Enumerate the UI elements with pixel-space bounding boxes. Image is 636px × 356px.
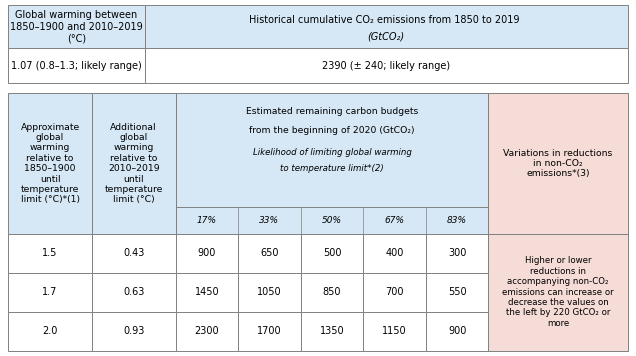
- Bar: [8, 234, 92, 273]
- Text: 550: 550: [448, 287, 466, 297]
- Text: Higher or lower
reductions in
accompanying non-CO₂
emissions can increase or
dec: Higher or lower reductions in accompanyi…: [502, 256, 614, 328]
- Text: Variations in reductions
in non-CO₂
emissions*(3): Variations in reductions in non-CO₂ emis…: [503, 148, 612, 178]
- Text: 850: 850: [322, 287, 341, 297]
- Bar: [8, 273, 92, 312]
- Text: 0.63: 0.63: [123, 287, 144, 297]
- Bar: [92, 234, 176, 273]
- Bar: [488, 234, 628, 351]
- Bar: [363, 234, 425, 273]
- Bar: [176, 273, 238, 312]
- Text: 900: 900: [198, 248, 216, 258]
- Text: 700: 700: [385, 287, 404, 297]
- Text: to temperature limit*(2): to temperature limit*(2): [280, 164, 384, 173]
- Bar: [144, 48, 628, 83]
- Bar: [8, 48, 144, 83]
- Text: from the beginning of 2020 (GtCO₂): from the beginning of 2020 (GtCO₂): [249, 126, 415, 135]
- Text: 1.7: 1.7: [43, 287, 58, 297]
- Bar: [488, 93, 628, 234]
- Bar: [8, 93, 92, 234]
- Bar: [425, 234, 488, 273]
- Text: 650: 650: [260, 248, 279, 258]
- Bar: [238, 273, 301, 312]
- Text: Additional
global
warming
relative to
2010–2019
until
temperature
limit (°C): Additional global warming relative to 20…: [104, 122, 163, 204]
- Bar: [301, 234, 363, 273]
- Text: Historical cumulative CO₂ emissions from 1850 to 2019: Historical cumulative CO₂ emissions from…: [249, 15, 523, 25]
- Text: 83%: 83%: [447, 216, 467, 225]
- Bar: [92, 93, 176, 234]
- Text: 1700: 1700: [257, 326, 282, 336]
- Bar: [301, 273, 363, 312]
- Bar: [238, 312, 301, 351]
- Text: 1350: 1350: [320, 326, 344, 336]
- Text: 400: 400: [385, 248, 404, 258]
- Text: 2390 (± 240; likely range): 2390 (± 240; likely range): [322, 61, 450, 71]
- Text: 1.07 (0.8–1.3; likely range): 1.07 (0.8–1.3; likely range): [11, 61, 142, 71]
- Bar: [92, 312, 176, 351]
- Text: Approximate
global
warming
relative to
1850–1900
until
temperature
limit (°C)*(1: Approximate global warming relative to 1…: [20, 122, 80, 204]
- Bar: [176, 93, 488, 234]
- Bar: [425, 312, 488, 351]
- Text: 1050: 1050: [257, 287, 282, 297]
- Bar: [301, 312, 363, 351]
- Text: (GtCO₂): (GtCO₂): [368, 31, 404, 41]
- Bar: [425, 273, 488, 312]
- Text: Estimated remaining carbon budgets: Estimated remaining carbon budgets: [245, 107, 418, 116]
- Text: 0.43: 0.43: [123, 248, 144, 258]
- Text: 900: 900: [448, 326, 466, 336]
- Text: 50%: 50%: [322, 216, 342, 225]
- Text: 1150: 1150: [382, 326, 407, 336]
- Text: 1450: 1450: [195, 287, 219, 297]
- Bar: [144, 5, 628, 48]
- Text: 2300: 2300: [195, 326, 219, 336]
- Bar: [238, 234, 301, 273]
- Bar: [8, 5, 144, 48]
- Text: 17%: 17%: [197, 216, 217, 225]
- Bar: [363, 273, 425, 312]
- Text: 67%: 67%: [385, 216, 404, 225]
- Text: 2.0: 2.0: [43, 326, 58, 336]
- Text: 500: 500: [322, 248, 341, 258]
- Bar: [92, 273, 176, 312]
- Text: 300: 300: [448, 248, 466, 258]
- Bar: [363, 312, 425, 351]
- Bar: [176, 312, 238, 351]
- Bar: [8, 312, 92, 351]
- Text: 0.93: 0.93: [123, 326, 144, 336]
- Text: 33%: 33%: [259, 216, 279, 225]
- Text: Likelihood of limiting global warming: Likelihood of limiting global warming: [252, 148, 411, 157]
- Text: 1.5: 1.5: [43, 248, 58, 258]
- Bar: [176, 234, 238, 273]
- Text: Global warming between
1850–1900 and 2010–2019
(°C): Global warming between 1850–1900 and 201…: [10, 10, 143, 43]
